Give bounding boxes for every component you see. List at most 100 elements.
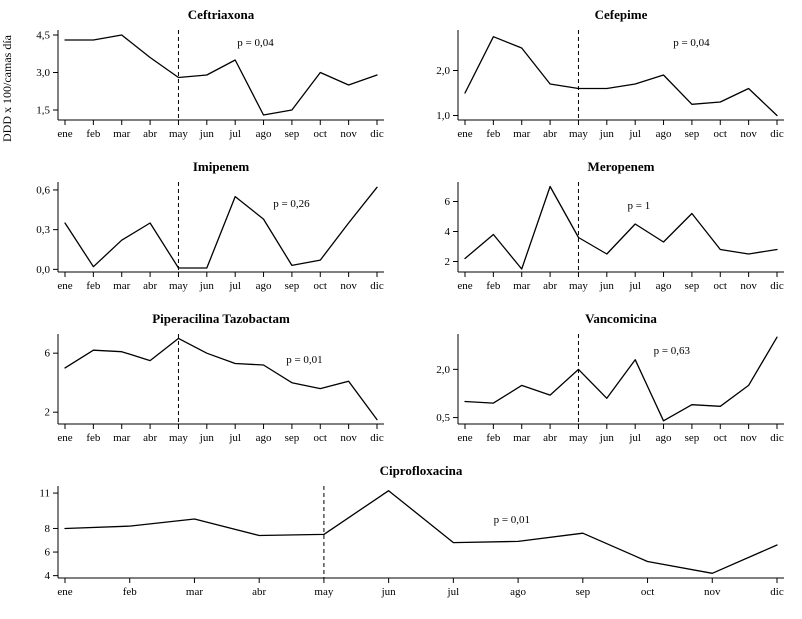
y-tick-label: 0,0	[36, 264, 50, 276]
x-tick-label: oct	[314, 432, 327, 444]
x-tick-label: ene	[57, 280, 72, 292]
data-line	[464, 336, 778, 422]
chart-svg-cefepime: 1,0 2,0 ene feb mar abr may jun jul ago sep oct nov d…	[436, 7, 784, 140]
chart-title: Ciprofloxacina	[380, 463, 463, 478]
y-tick-label: 8	[45, 523, 51, 535]
chart-svg-ciprofloxacina: 4 6 8 11 ene feb mar abr may jun jul ago sep oct nov di…	[39, 463, 784, 598]
x-tick-label: ago	[256, 128, 272, 140]
x-tick-label: mar	[513, 432, 530, 444]
p-value-label: p = 0,26	[273, 198, 310, 210]
x-tick-label: sep	[575, 586, 590, 598]
x-tick-label: ene	[57, 432, 72, 444]
x-tick-label: abr	[543, 128, 557, 140]
data-line	[464, 36, 778, 117]
x-tick-label: feb	[486, 432, 501, 444]
x-tick-label: may	[314, 586, 333, 598]
x-tick-label: abr	[543, 432, 557, 444]
x-tick-label: oct	[714, 280, 727, 292]
x-tick-label: ago	[510, 586, 526, 598]
x-tick-label: dic	[770, 432, 784, 444]
x-tick-label: nov	[740, 128, 757, 140]
y-tick-label: 3,0	[36, 67, 50, 79]
figure-y-axis-label: DDD x 100/camas día	[0, 35, 14, 143]
x-tick-label: dic	[770, 128, 784, 140]
x-tick-label: jun	[199, 128, 215, 140]
data-line	[64, 490, 778, 574]
chart-meropenem: 2 4 6 ene feb mar abr may jun jul ago sep oct nov dic M…	[416, 158, 796, 304]
y-tick-label: 6	[45, 348, 51, 360]
x-tick-label: sep	[285, 432, 300, 444]
y-tick-label: 2	[445, 256, 451, 268]
chart-title: Imipenem	[193, 159, 250, 174]
y-tick-label: 6	[445, 196, 451, 208]
x-tick-label: ene	[457, 280, 472, 292]
x-tick-label: abr	[252, 586, 266, 598]
chart-cefepime: 1,0 2,0 ene feb mar abr may jun jul ago sep oct nov d…	[416, 6, 796, 152]
data-line	[64, 186, 378, 269]
p-value-label: p = 0,04	[673, 37, 710, 49]
x-tick-label: oct	[714, 432, 727, 444]
x-tick-label: jul	[628, 432, 641, 444]
x-tick-label: ene	[57, 128, 72, 140]
x-tick-label: may	[169, 280, 188, 292]
chart-title: Meropenem	[588, 159, 655, 174]
x-tick-label: nov	[340, 128, 357, 140]
chart-svg-ceftriaxona: 1,5 3,0 4,5 ene feb mar abr may jun jul ago sep oct n…	[36, 7, 384, 140]
y-tick-label: 1,5	[36, 105, 50, 117]
x-tick-label: feb	[86, 280, 101, 292]
x-tick-label: feb	[123, 586, 138, 598]
x-tick-label: jun	[599, 128, 615, 140]
x-tick-label: jul	[628, 280, 641, 292]
y-tick-label: 4	[45, 570, 51, 582]
x-tick-label: mar	[513, 280, 530, 292]
y-tick-label: 6	[45, 547, 51, 559]
chart-svg-vancomicina: 0,5 2,0 ene feb mar abr may jun jul ago sep oct nov d…	[436, 311, 784, 444]
chart-ceftriaxona: 1,5 3,0 4,5 ene feb mar abr may jun jul ago sep oct n…	[16, 6, 396, 152]
x-tick-label: sep	[685, 280, 700, 292]
chart-svg-piperacilina-tazobactam: 2 6 ene feb mar abr may jun jul ago sep oct nov dic Pi…	[45, 311, 384, 444]
y-tick-label: 11	[39, 488, 50, 500]
data-line	[464, 185, 778, 270]
x-tick-label: nov	[740, 280, 757, 292]
x-tick-label: jun	[599, 280, 615, 292]
chart-ciprofloxacina: 4 6 8 11 ene feb mar abr may jun jul ago sep oct nov di…	[16, 462, 796, 610]
y-tick-label: 2,0	[436, 65, 450, 77]
x-tick-label: oct	[714, 128, 727, 140]
chart-title: Vancomicina	[585, 311, 657, 326]
y-tick-label: 0,5	[436, 412, 450, 424]
x-tick-label: oct	[641, 586, 654, 598]
x-tick-label: dic	[770, 280, 784, 292]
chart-title: Cefepime	[595, 7, 648, 22]
y-tick-label: 1,0	[436, 110, 450, 122]
x-tick-label: may	[569, 128, 588, 140]
x-tick-label: jun	[199, 280, 215, 292]
p-value-label: p = 1	[628, 200, 651, 212]
y-tick-label: 2	[45, 407, 51, 419]
x-tick-label: sep	[685, 128, 700, 140]
x-tick-label: ago	[256, 280, 272, 292]
x-tick-label: jul	[447, 586, 460, 598]
y-tick-label: 0,3	[36, 224, 50, 236]
y-tick-label: 4,5	[36, 30, 50, 42]
x-tick-label: may	[169, 128, 188, 140]
x-tick-label: mar	[186, 586, 203, 598]
x-tick-label: may	[569, 432, 588, 444]
y-tick-label: 2,0	[436, 364, 450, 376]
p-value-label: p = 0,04	[237, 37, 274, 49]
x-tick-label: ago	[656, 280, 672, 292]
p-value-label: p = 0,01	[286, 354, 322, 366]
x-tick-label: sep	[285, 128, 300, 140]
x-tick-label: jun	[599, 432, 615, 444]
x-tick-label: sep	[285, 280, 300, 292]
chart-title: Piperacilina Tazobactam	[152, 311, 290, 326]
x-tick-label: jul	[228, 280, 241, 292]
x-tick-label: oct	[314, 128, 327, 140]
x-tick-label: nov	[740, 432, 757, 444]
chart-title: Ceftriaxona	[188, 7, 255, 22]
x-tick-label: may	[169, 432, 188, 444]
x-tick-label: dic	[370, 432, 384, 444]
x-tick-label: mar	[113, 432, 130, 444]
x-tick-label: mar	[113, 280, 130, 292]
chart-vancomicina: 0,5 2,0 ene feb mar abr may jun jul ago sep oct nov d…	[416, 310, 796, 456]
